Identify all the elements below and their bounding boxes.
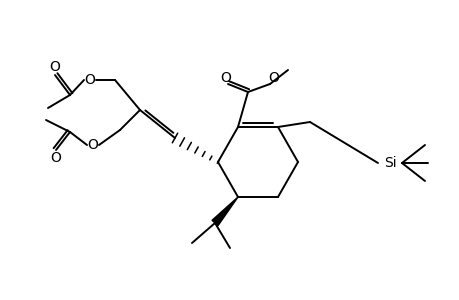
Text: O: O (50, 60, 60, 74)
Text: O: O (50, 151, 62, 165)
Text: O: O (84, 73, 95, 87)
Text: O: O (268, 71, 279, 85)
Polygon shape (212, 197, 237, 226)
Text: O: O (220, 71, 231, 85)
Text: Si: Si (383, 156, 396, 170)
Text: O: O (87, 138, 98, 152)
